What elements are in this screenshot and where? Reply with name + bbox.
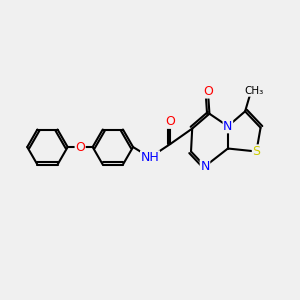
Text: NH: NH [141,151,159,164]
Text: N: N [200,160,210,173]
Text: O: O [165,115,175,128]
Text: O: O [203,85,213,98]
Text: CH₃: CH₃ [244,86,264,96]
Text: N: N [223,120,232,133]
Text: O: O [75,140,85,154]
Text: S: S [252,145,260,158]
